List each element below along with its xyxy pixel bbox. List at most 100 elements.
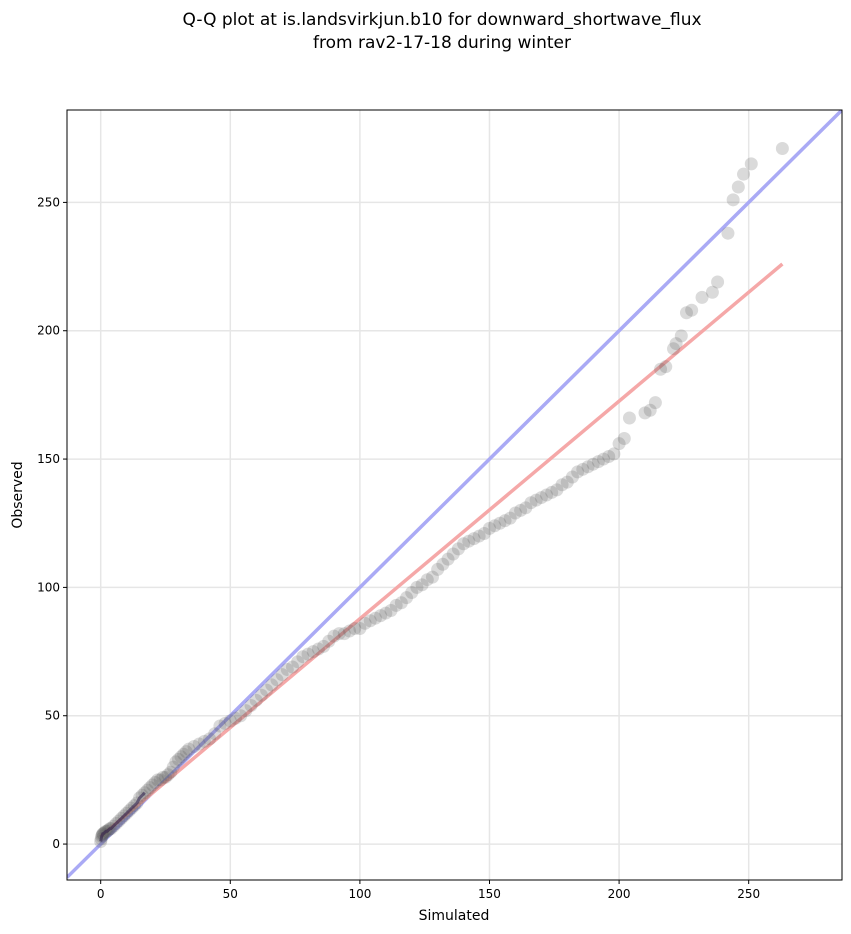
data-point	[353, 621, 367, 635]
data-point	[151, 773, 165, 787]
data-point	[472, 529, 486, 543]
data-point	[182, 742, 196, 756]
data-point	[301, 647, 315, 661]
data-point	[669, 337, 683, 351]
data-point	[503, 511, 517, 525]
data-point	[571, 465, 585, 479]
data-point	[161, 768, 175, 782]
data-point	[597, 452, 611, 466]
data-point	[705, 285, 719, 299]
data-point	[153, 773, 167, 787]
data-point	[363, 614, 377, 628]
data-point	[462, 534, 476, 548]
data-point	[270, 673, 284, 687]
y-tick-label: 100	[37, 580, 60, 594]
data-point	[493, 516, 507, 530]
data-point	[695, 290, 709, 304]
data-point	[192, 737, 206, 751]
reference-lines	[67, 110, 842, 879]
data-point	[524, 496, 538, 510]
data-point	[514, 503, 528, 517]
chart-subtitle: from rav2-17-18 during winter	[313, 33, 571, 53]
data-point	[368, 611, 382, 625]
data-point	[280, 663, 294, 677]
x-axis-ticks: 0 50 100 150 200 250	[97, 880, 760, 901]
data-point	[348, 621, 362, 635]
data-point	[400, 591, 414, 605]
fit-line	[99, 262, 784, 838]
data-point	[327, 629, 341, 643]
data-point	[540, 488, 554, 502]
data-point	[775, 142, 789, 155]
data-point	[179, 745, 193, 759]
data-point	[254, 688, 268, 702]
data-point	[685, 303, 699, 317]
x-tick-label: 250	[737, 887, 760, 901]
data-point	[317, 639, 331, 653]
data-point	[545, 485, 559, 499]
x-tick-label: 0	[97, 887, 105, 901]
data-point	[731, 180, 745, 194]
data-point	[249, 693, 263, 707]
data-point	[322, 634, 336, 648]
data-point	[203, 732, 217, 746]
data-point	[187, 740, 201, 754]
data-point	[394, 596, 408, 610]
data-point	[174, 750, 188, 764]
data-point	[425, 570, 439, 584]
data-point	[446, 547, 460, 561]
data-point	[389, 598, 403, 612]
data-point	[534, 491, 548, 505]
data-point	[374, 609, 388, 623]
data-point	[244, 698, 258, 712]
x-tick-label: 100	[348, 887, 371, 901]
data-point	[260, 683, 274, 697]
data-point	[638, 406, 652, 420]
data-point	[607, 447, 621, 461]
data-point	[94, 835, 108, 848]
data-point	[529, 493, 543, 507]
data-point	[726, 193, 740, 207]
data-point	[519, 501, 533, 515]
data-point	[711, 275, 725, 289]
data-point	[415, 578, 429, 592]
data-point	[143, 781, 157, 795]
data-point	[156, 770, 170, 784]
data-point	[410, 580, 424, 594]
data-point	[311, 642, 325, 656]
data-point	[667, 342, 681, 356]
data-point	[441, 552, 455, 566]
data-point	[612, 437, 626, 451]
data-point	[166, 760, 180, 774]
data-point	[622, 411, 636, 425]
data-point	[228, 711, 242, 725]
data-point	[560, 475, 574, 489]
data-point	[291, 655, 305, 669]
data-point	[550, 483, 564, 497]
data-points	[94, 142, 789, 848]
data-point	[265, 678, 279, 692]
data-point	[576, 462, 590, 476]
data-point	[467, 532, 481, 546]
x-axis-label: Simulated	[419, 908, 490, 924]
data-point	[171, 752, 185, 766]
data-point	[286, 660, 300, 674]
data-point	[679, 306, 693, 320]
data-point	[431, 562, 445, 576]
data-point	[405, 586, 419, 600]
data-point	[332, 627, 346, 641]
data-point	[146, 778, 160, 792]
data-point	[158, 770, 172, 784]
data-point	[721, 226, 735, 240]
data-point	[565, 470, 579, 484]
data-point	[643, 403, 657, 417]
data-point	[498, 514, 512, 528]
data-point	[164, 765, 178, 779]
data-point	[343, 624, 357, 638]
data-point	[177, 747, 191, 761]
chart-title: Q-Q plot at is.landsvirkjun.b10 for down…	[182, 10, 701, 30]
data-point	[586, 457, 600, 471]
data-point	[602, 450, 616, 463]
x-tick-label: 150	[478, 887, 501, 901]
